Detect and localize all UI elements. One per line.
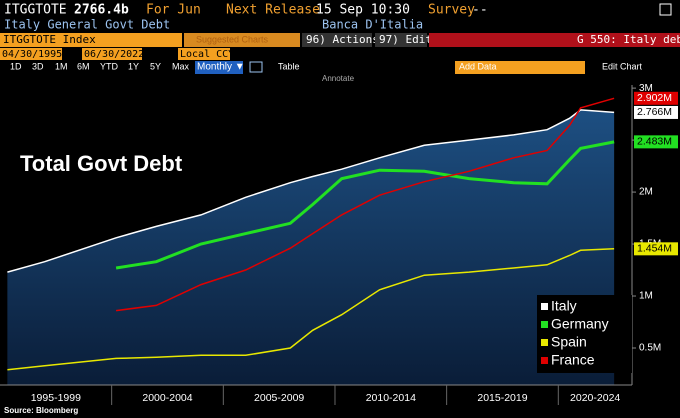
currency-box[interactable] <box>178 48 230 60</box>
series-line <box>115 140 615 270</box>
release-label: Next Release <box>226 3 320 18</box>
chart-title: Total Govt Debt <box>20 151 183 176</box>
frequency-box[interactable] <box>195 61 243 74</box>
legend-label: Germany <box>551 316 609 332</box>
currency: Local CCY <box>180 49 234 60</box>
ticker: ITGGTOTE <box>4 3 67 18</box>
annotate[interactable]: Annotate <box>322 74 355 83</box>
release-time: 15 Sep 10:30 <box>316 3 410 18</box>
frequency: Monthly ▼ <box>197 62 245 73</box>
period-button[interactable]: 1D <box>10 61 22 71</box>
y-tick-label: 1M <box>639 291 653 302</box>
y-tick-label: 3M <box>639 83 653 94</box>
suggested: Suggested Charts <box>196 34 269 44</box>
edit-chart[interactable]: Edit Chart <box>602 61 643 71</box>
table[interactable]: Table <box>278 61 300 71</box>
legend-swatch <box>541 321 548 328</box>
survey-value: -- <box>472 3 488 18</box>
legend-swatch <box>541 357 548 364</box>
start-date: 04/30/1995 <box>2 49 62 60</box>
legend-box <box>537 295 632 373</box>
last-value-label: 2.766M <box>637 106 672 118</box>
period-button[interactable]: 5Y <box>150 61 161 71</box>
x-tick-label: 1995-1999 <box>31 392 81 404</box>
actions-button[interactable] <box>302 33 372 47</box>
popout-icon[interactable] <box>659 3 672 16</box>
y-tick-label: 0.5M <box>639 343 661 354</box>
description: Italy General Govt Debt <box>4 18 170 32</box>
period-button[interactable]: 3D <box>32 61 44 71</box>
actions: 96) Actions ▾ <box>306 33 392 46</box>
source-note: Source: Bloomberg <box>4 406 78 415</box>
chart-icon[interactable] <box>249 61 263 73</box>
last-value-box <box>634 242 678 256</box>
security: ITGGTOTE Index <box>3 33 96 46</box>
edit: 97) Edit ▾ <box>379 33 445 46</box>
x-tick-label: 2000-2004 <box>142 392 192 404</box>
series-line <box>7 109 615 273</box>
end-date-box[interactable] <box>82 48 142 60</box>
x-tick-label: 2010-2014 <box>366 392 416 404</box>
series-line <box>7 248 615 371</box>
end-date: 06/30/2022 <box>84 49 144 60</box>
period-button[interactable]: 6M <box>77 61 90 71</box>
x-tick-label: 2015-2019 <box>477 392 527 404</box>
legend-label: France <box>551 352 595 368</box>
legend-swatch <box>541 339 548 346</box>
period-button[interactable]: YTD <box>100 61 119 71</box>
last-value-box <box>634 105 678 119</box>
legend-label: Spain <box>551 334 587 350</box>
source-name: Banca D'Italia <box>322 18 423 32</box>
x-tick-label: 2005-2009 <box>254 392 304 404</box>
x-tick-label: 2020-2024 <box>570 392 620 404</box>
period-button[interactable]: 1M <box>55 61 68 71</box>
edit-button[interactable] <box>375 33 427 47</box>
last-value-label: 1.454M <box>637 243 672 255</box>
last-value: 2766.4b <box>74 3 129 18</box>
last-value-box <box>634 135 678 149</box>
legend-label: Italy <box>551 298 577 314</box>
legend-swatch <box>541 303 548 310</box>
period-button[interactable]: Max <box>172 61 190 71</box>
suggested-box[interactable] <box>184 33 300 47</box>
y-tick-label: 2M <box>639 187 653 198</box>
series-line <box>116 97 615 312</box>
period-button[interactable]: 1Y <box>128 61 139 71</box>
start-date-box[interactable] <box>0 48 62 60</box>
add-data-box[interactable] <box>455 61 585 74</box>
last-value-label: 2.483M <box>637 136 672 148</box>
period: For Jun <box>146 3 201 18</box>
last-value-box <box>634 91 678 105</box>
last-value-label: 2.902M <box>637 92 672 104</box>
launchpad-bar <box>429 33 680 47</box>
security-box[interactable] <box>0 33 182 47</box>
survey-label: Survey <box>428 3 475 18</box>
add-data: Add Data <box>459 61 497 71</box>
launchpad: G 550: Italy debt <box>577 33 680 46</box>
